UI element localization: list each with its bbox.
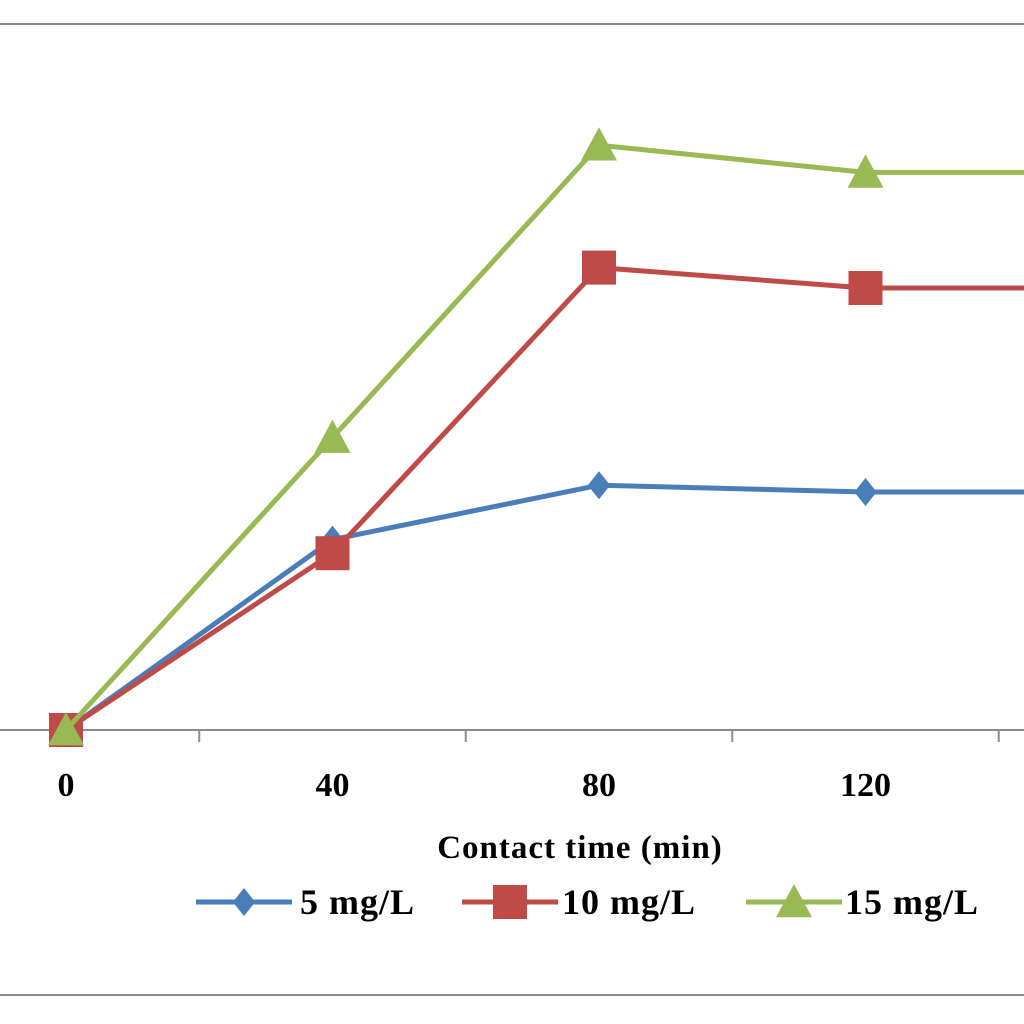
legend-label: 10 mg/L xyxy=(562,882,696,922)
data-point-diamond xyxy=(232,888,256,916)
data-point-triangle xyxy=(581,127,617,161)
legend-item: 5 mg/L xyxy=(196,882,415,922)
series-line xyxy=(64,142,1024,732)
series-5-mg-l xyxy=(54,471,1024,744)
data-point-triangle xyxy=(48,712,84,746)
series-line xyxy=(64,265,1024,733)
data-point-diamond xyxy=(587,471,611,500)
series-15-mg-l xyxy=(48,127,1024,746)
legend-item: 10 mg/L xyxy=(462,882,696,922)
data-point-triangle xyxy=(314,419,351,453)
legend-item: 15 mg/L xyxy=(746,882,979,922)
x-axis-ticks: 0 40 80 120 xyxy=(58,730,1000,804)
x-tick-label: 120 xyxy=(840,767,891,804)
data-point-square xyxy=(848,271,883,305)
legend-label: 5 mg/L xyxy=(300,882,415,922)
plot-area xyxy=(48,127,1024,747)
data-point-diamond xyxy=(854,478,877,506)
x-tick-label: 40 xyxy=(316,767,350,804)
data-point-triangle xyxy=(847,154,884,188)
data-point-square xyxy=(582,250,616,285)
series-line xyxy=(64,482,1024,733)
data-point-square xyxy=(315,536,350,571)
data-point-triangle xyxy=(776,884,812,918)
x-tick-label: 80 xyxy=(582,767,616,804)
data-point-square xyxy=(493,885,527,919)
x-tick-label: 0 xyxy=(58,767,75,804)
x-axis-title: Contact time (min) xyxy=(437,830,723,866)
legend-label: 15 mg/L xyxy=(845,882,979,922)
legend: 5 mg/L 10 mg/L 15 mg/L xyxy=(196,882,979,922)
